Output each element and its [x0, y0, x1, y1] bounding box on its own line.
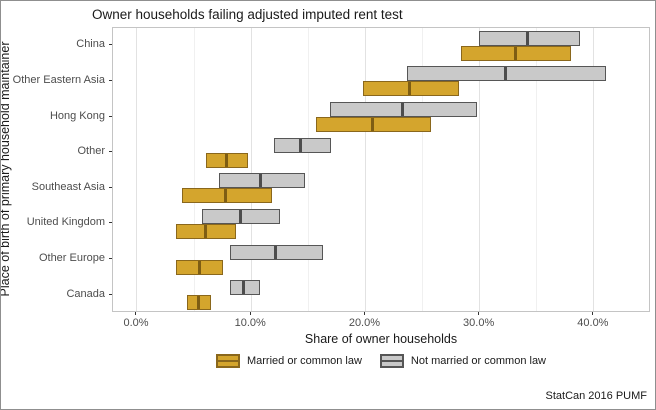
x-tick-mark [249, 312, 251, 315]
crossbar-not-married [229, 280, 261, 296]
crossbar-midline [196, 296, 200, 310]
category-label: Canada [66, 287, 105, 300]
gridline-major [479, 28, 481, 311]
crossbar-married [205, 152, 248, 168]
legend-key-midline [381, 360, 402, 362]
category-label: United Kingdom [26, 216, 105, 229]
y-tick-mark [109, 151, 112, 153]
category-label: China [76, 38, 105, 51]
plot-panel [112, 27, 650, 312]
gridline-minor [422, 28, 424, 311]
crossbar-midline [197, 260, 201, 274]
crossbar-married [181, 188, 272, 204]
y-tick-mark [109, 79, 112, 81]
crossbar-midline [203, 224, 207, 238]
y-tick-mark [109, 115, 112, 117]
crossbar-midline [259, 174, 263, 188]
crossbar-midline [407, 82, 411, 96]
caption: StatCan 2016 PUMF [545, 390, 648, 402]
y-tick-mark [109, 44, 112, 46]
x-tick-mark [592, 312, 594, 315]
chart-title: Owner households failing adjusted impute… [92, 7, 403, 22]
legend-item-not-married: Not married or common law [379, 354, 546, 368]
category-label: Southeast Asia [31, 180, 105, 193]
gridline-major [136, 28, 138, 311]
y-tick-mark [109, 186, 112, 188]
crossbar-married [461, 45, 572, 61]
x-tick-label: 10.0% [234, 317, 266, 329]
x-tick-mark [478, 312, 480, 315]
y-tick-mark [109, 293, 112, 295]
crossbar-midline [503, 67, 507, 81]
gridline-minor [536, 28, 538, 311]
legend-key-married-icon [215, 354, 240, 368]
crossbar-married [363, 81, 460, 97]
x-axis-title: Share of owner households [304, 332, 458, 346]
gridline-major [593, 28, 595, 311]
crossbar-midline [299, 138, 303, 152]
crossbar-not-married [274, 137, 332, 153]
crossbar-midline [242, 281, 246, 295]
x-tick-mark [135, 312, 137, 315]
crossbar-not-married [202, 208, 280, 224]
crossbar-midline [225, 153, 229, 167]
crossbar-not-married [478, 30, 581, 46]
crossbar-married [187, 295, 212, 311]
x-tick-label: 40.0% [577, 317, 609, 329]
crossbar-midline [238, 209, 242, 223]
legend-label: Married or common law [246, 355, 362, 367]
crossbar-midline [224, 189, 228, 203]
category-label: Other Europe [38, 252, 105, 265]
category-label: Other [77, 145, 105, 158]
legend: Married or common law Not married or comm… [112, 354, 650, 368]
x-tick-label: 0.0% [123, 317, 149, 329]
gridline-minor [193, 28, 195, 311]
crossbar-midline [525, 31, 529, 45]
crossbar-married [175, 223, 237, 239]
category-label: Other Eastern Asia [12, 73, 105, 86]
gridline-major [250, 28, 252, 311]
legend-key-not-married-icon [379, 354, 404, 368]
y-tick-mark [109, 222, 112, 224]
crossbar-midline [401, 103, 405, 117]
crossbar-not-married [229, 244, 324, 260]
x-tick-mark [363, 312, 365, 315]
gridline-minor [307, 28, 309, 311]
crossbar-midline [514, 46, 518, 60]
y-tick-mark [109, 258, 112, 260]
x-tick-label: 30.0% [463, 317, 495, 329]
crossbar-midline [371, 118, 375, 132]
x-tick-label: 20.0% [348, 317, 381, 329]
legend-label: Not married or common law [410, 355, 546, 367]
crossbar-married [175, 259, 223, 275]
category-label: Hong Kong [49, 109, 105, 122]
gridline-major [364, 28, 366, 311]
crossbar-midline [274, 245, 278, 259]
legend-item-married: Married or common law [215, 354, 362, 368]
crossbar-not-married [219, 173, 305, 189]
crossbar-married [316, 117, 431, 133]
legend-key-midline [217, 360, 238, 362]
crossbar-not-married [406, 66, 607, 82]
crossbar-not-married [330, 102, 478, 118]
